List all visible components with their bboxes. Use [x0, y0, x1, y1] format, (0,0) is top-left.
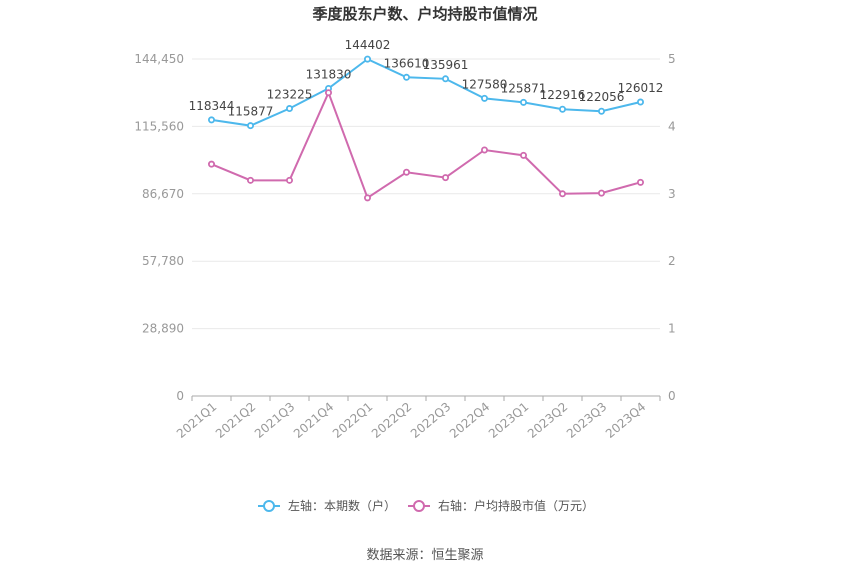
- chart-title: 季度股东户数、户均持股市值情况: [312, 5, 537, 23]
- series-1-point: [246, 176, 254, 184]
- series-1-point: [559, 190, 567, 198]
- series-1-point: [402, 168, 410, 176]
- data-label: 118344: [189, 99, 235, 113]
- series: [207, 55, 645, 202]
- x-axis-tick-label: 2023Q3: [564, 400, 609, 441]
- x-axis-tick-label: 2021Q2: [213, 400, 258, 441]
- data-label: 115877: [228, 105, 274, 119]
- series-0-point: [246, 122, 254, 130]
- right-axis-tick-label: 1: [668, 322, 676, 336]
- series-line-0: [211, 57, 641, 127]
- x-axis-tick-label: 2022Q4: [447, 400, 492, 441]
- series-0-point: [207, 116, 215, 124]
- legend-swatch-marker-0: [263, 500, 275, 512]
- series-1-point: [363, 194, 371, 202]
- legend-label-1: 右轴：户均持股市值（万元）: [438, 498, 594, 513]
- x-axis-tick-label: 2023Q4: [603, 400, 648, 441]
- series-0-point: [441, 75, 449, 83]
- series-0-point: [598, 107, 606, 115]
- left-axis-tick-label: 115,560: [134, 119, 184, 133]
- grid-lines: [192, 58, 660, 330]
- series-1-point: [285, 176, 293, 184]
- data-label: 135961: [423, 58, 469, 72]
- x-axis-tick-label: 2022Q1: [330, 400, 375, 441]
- series-0-point: [520, 98, 528, 106]
- legend-swatch-marker-1: [413, 500, 425, 512]
- series-1-point: [520, 151, 528, 159]
- series-1-point: [480, 146, 488, 154]
- right-axis-tick-label: 0: [668, 389, 676, 403]
- series-0-point: [637, 98, 645, 106]
- legend-label-0: 左轴：本期数（户）: [288, 498, 396, 513]
- series-line-1: [211, 90, 641, 200]
- legend: 左轴：本期数（户） 右轴：户均持股市值（万元）: [258, 498, 594, 513]
- left-axis-tick-label: 86,670: [142, 187, 184, 201]
- data-label: 144402: [345, 38, 391, 52]
- data-label: 126012: [618, 81, 664, 95]
- data-label: 136610: [384, 56, 430, 70]
- data-label: 122916: [540, 88, 586, 102]
- data-label: 131830: [306, 67, 352, 81]
- x-axis-tick-label: 2022Q3: [408, 400, 453, 441]
- series-0-point: [480, 94, 488, 102]
- series-1-point: [637, 178, 645, 186]
- x-axis-tick-label: 2021Q3: [252, 400, 297, 441]
- series-0-point: [402, 73, 410, 81]
- data-label: 122056: [579, 90, 625, 104]
- right-axis-tick-label: 4: [668, 119, 676, 133]
- right-axis-tick-label: 3: [668, 187, 676, 201]
- series-1-point: [441, 174, 449, 182]
- left-axis-tick-label: 57,780: [142, 254, 184, 268]
- x-axis-tick-label: 2021Q1: [174, 400, 219, 441]
- data-label: 127580: [462, 77, 508, 91]
- data-label: 125871: [501, 81, 547, 95]
- series-0-point: [285, 105, 293, 113]
- series-1-point: [598, 189, 606, 197]
- x-axis-tick-label: 2023Q2: [525, 400, 570, 441]
- data-label: 123225: [267, 88, 313, 102]
- source-note: 数据来源：恒生聚源: [366, 548, 483, 563]
- series-0-point: [559, 105, 567, 113]
- left-axis-tick-label: 0: [176, 389, 184, 403]
- series-1-point: [324, 89, 332, 97]
- x-axis-tick-label: 2021Q4: [291, 400, 336, 441]
- left-axis-tick-label: 28,890: [142, 322, 184, 336]
- right-axis-tick-label: 5: [668, 52, 676, 66]
- right-axis-tick-label: 2: [668, 254, 676, 268]
- series-0-point: [363, 55, 371, 63]
- x-axis-tick-label: 2023Q1: [486, 400, 531, 441]
- left-axis-tick-label: 144,450: [134, 52, 184, 66]
- x-axis-tick-label: 2022Q2: [369, 400, 414, 441]
- series-1-point: [207, 160, 215, 168]
